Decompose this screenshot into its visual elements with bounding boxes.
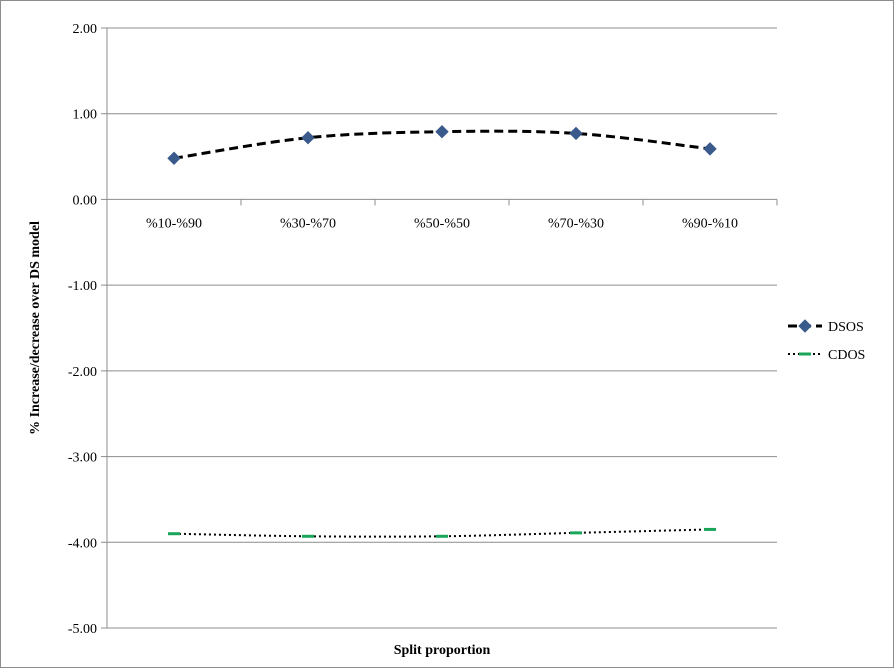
y-tick-labels: 2.00 1.00 0.00 -1.00 -2.00 -3.00 -4.00 -5.00 [68, 22, 97, 637]
x-tick-labels: %10-%90 %30-%70 %50-%50 %70-%30 %90-%10 [146, 216, 738, 231]
data-point-cdos [570, 531, 582, 535]
data-point-dsos [569, 126, 583, 141]
y-tick-label: -4.00 [68, 536, 97, 551]
data-point-dsos [703, 142, 717, 156]
x-axis-title: Split proportion [394, 643, 491, 658]
series-markers [167, 125, 717, 538]
data-point-cdos [302, 534, 314, 538]
x-tick-label: %70-%30 [548, 216, 604, 231]
data-point-cdos [436, 534, 448, 538]
y-axis-title: % Increase/decrease over DS model [28, 221, 43, 435]
axes [101, 27, 778, 629]
legend: DSOS CDOS [788, 319, 865, 363]
gridlines [107, 27, 777, 629]
x-tick-label: %10-%90 [146, 216, 202, 231]
y-tick-label: -1.00 [68, 279, 97, 294]
legend-label-cdos: CDOS [828, 348, 865, 363]
data-point-cdos [168, 532, 180, 536]
legend-marker-cdos [799, 352, 811, 356]
data-point-dsos [435, 125, 449, 139]
data-point-cdos [704, 527, 716, 531]
y-tick-label: -2.00 [68, 365, 97, 380]
series-lines [173, 129, 711, 538]
y-tick-label: -5.00 [68, 622, 97, 637]
x-tick-label: %50-%50 [414, 216, 470, 231]
data-point-dsos [301, 131, 315, 145]
y-tick-label: 1.00 [73, 108, 98, 123]
x-tick-label: %30-%70 [280, 216, 336, 231]
y-tick-label: 2.00 [73, 22, 98, 37]
data-point-dsos [167, 151, 181, 165]
x-tick-label: %90-%10 [682, 216, 738, 231]
y-tick-label: 0.00 [73, 193, 98, 208]
y-tick-label: -3.00 [68, 451, 97, 466]
legend-marker-dsos [798, 319, 812, 333]
legend-label-dsos: DSOS [828, 320, 864, 335]
